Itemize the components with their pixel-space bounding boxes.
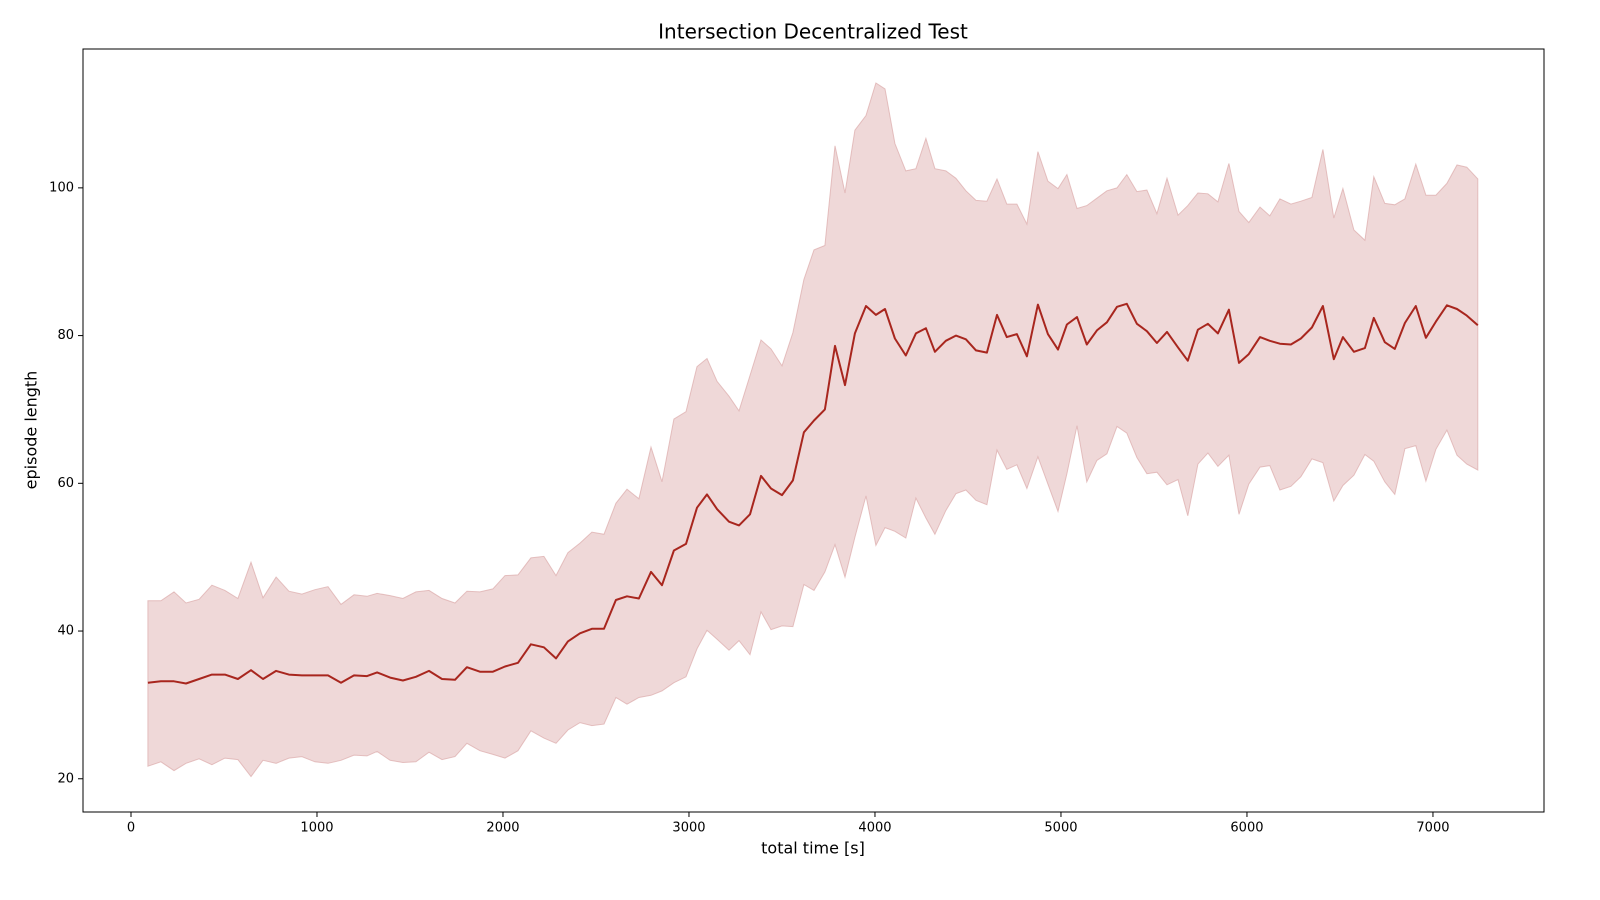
y-tick-label: 20 [57,771,74,786]
plot-frame [82,48,1545,813]
x-tick-label: 2000 [486,821,519,836]
y-tick-label: 100 [49,180,74,195]
y-tick-label: 80 [57,328,74,343]
x-tick-label: 6000 [1230,821,1263,836]
x-tick-label: 5000 [1044,821,1077,836]
confidence-band [147,82,1479,778]
x-tick-label: 4000 [858,821,891,836]
x-axis-label: total time [s] [761,839,865,858]
chart-title: Intersection Decentralized Test [658,20,968,44]
y-tick-label: 60 [57,476,74,491]
x-tick-label: 1000 [300,821,333,836]
x-tick-label: 3000 [672,821,705,836]
x-tick-label: 0 [127,821,135,836]
mean-line [147,302,1479,685]
y-axis-label: episode length [22,371,41,490]
y-tick-label: 40 [57,624,74,639]
x-tick-label: 7000 [1416,821,1449,836]
